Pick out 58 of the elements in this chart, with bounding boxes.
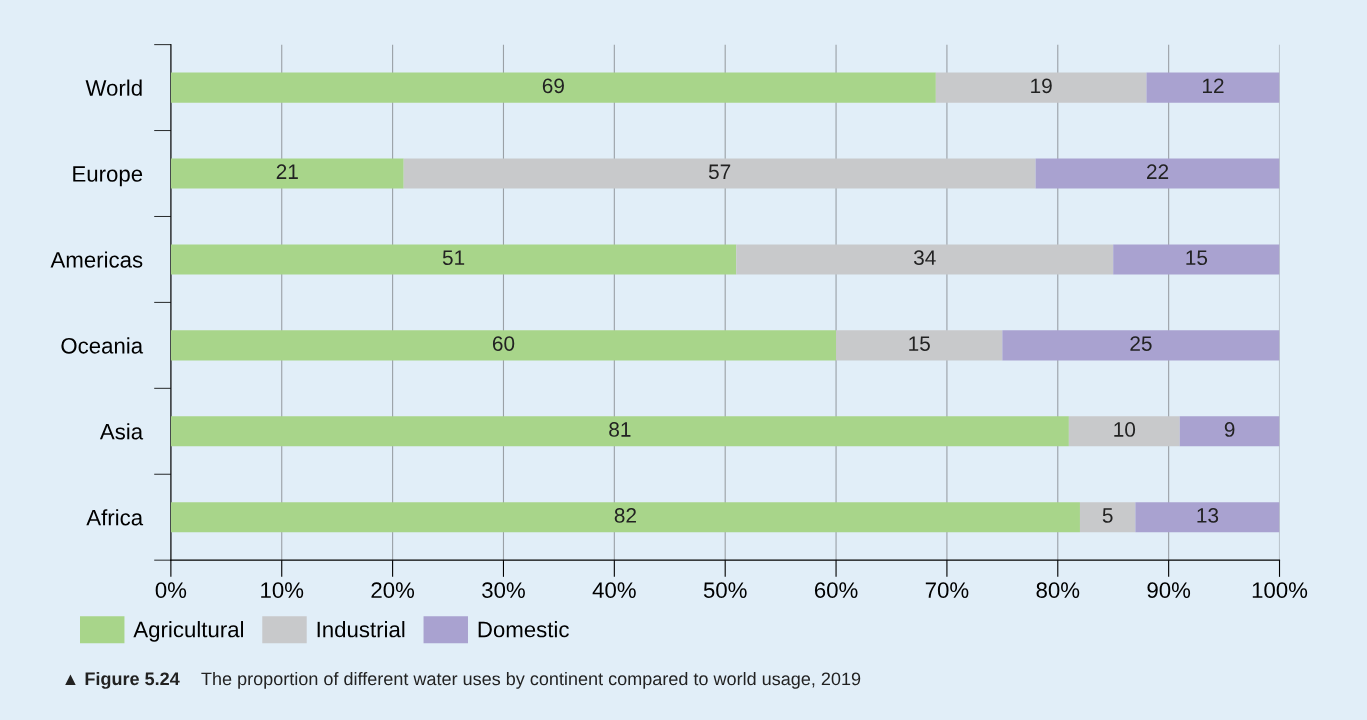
y-tick-label: Asia: [99, 423, 144, 440]
bar: [1135, 502, 1280, 533]
legend-label: Industrial: [317, 621, 405, 638]
data-label: 5: [1102, 508, 1113, 523]
text: The proportion of different water uses by continent compared to world usage, 2019: [201, 671, 861, 689]
text: ▲ Figure 5.24: [65, 671, 180, 689]
bar: [1113, 244, 1280, 275]
y-tick-label: World: [85, 79, 142, 96]
bar: [736, 244, 1114, 275]
bar: [170, 330, 837, 361]
x-tick-label: 90%: [1147, 582, 1191, 599]
bar: [170, 158, 404, 189]
bar: [1146, 72, 1280, 103]
x-tick-label: 50%: [703, 582, 747, 599]
data-label: 9: [1224, 422, 1235, 437]
y-tick-label: Americas: [50, 251, 143, 268]
x-tick-label: 0%: [155, 582, 187, 599]
bar: [1068, 416, 1180, 447]
data-label: 15: [909, 336, 930, 351]
y-tick-label: Oceania: [61, 337, 144, 354]
bar: [1079, 502, 1136, 533]
data-label: 60: [492, 336, 515, 351]
bar: [1179, 416, 1280, 447]
bar: [170, 416, 1069, 447]
x-tick-label: 20%: [371, 582, 415, 599]
bar: [935, 72, 1147, 103]
data-label: 21: [276, 164, 298, 179]
bar: [170, 72, 936, 103]
data-label: 19: [1031, 78, 1052, 94]
data-label: 81: [609, 422, 631, 437]
x-tick-label: 40%: [592, 582, 636, 599]
data-label: 82: [614, 508, 636, 523]
data-label: 57: [708, 164, 731, 180]
data-label: 69: [542, 78, 564, 94]
x-tick-label: 80%: [1036, 582, 1080, 599]
legend-label: Agricultural: [133, 621, 244, 642]
y-tick-label: Europe: [73, 166, 143, 187]
bar: [836, 330, 1003, 361]
data-label: 25: [1130, 336, 1152, 351]
bar: [170, 244, 737, 275]
x-tick-label: 60%: [814, 582, 858, 599]
data-label: 10: [1114, 422, 1136, 437]
bar: [403, 158, 1036, 189]
y-tick-label: Africa: [86, 509, 144, 526]
data-label: 15: [1186, 250, 1208, 266]
x-tick-label: 10%: [261, 582, 304, 599]
x-tick-label: 100%: [1252, 582, 1308, 599]
data-label: 34: [913, 250, 936, 266]
legend-label: Domestic: [478, 621, 569, 638]
data-label: 22: [1147, 164, 1169, 179]
data-label: 13: [1197, 508, 1219, 523]
bar: [1035, 158, 1280, 189]
data-label: 12: [1203, 78, 1224, 93]
bar: [170, 502, 1080, 533]
data-label: 51: [442, 250, 465, 266]
x-tick-label: 70%: [925, 582, 969, 599]
bar: [1002, 330, 1280, 361]
x-tick-label: 30%: [482, 582, 525, 599]
